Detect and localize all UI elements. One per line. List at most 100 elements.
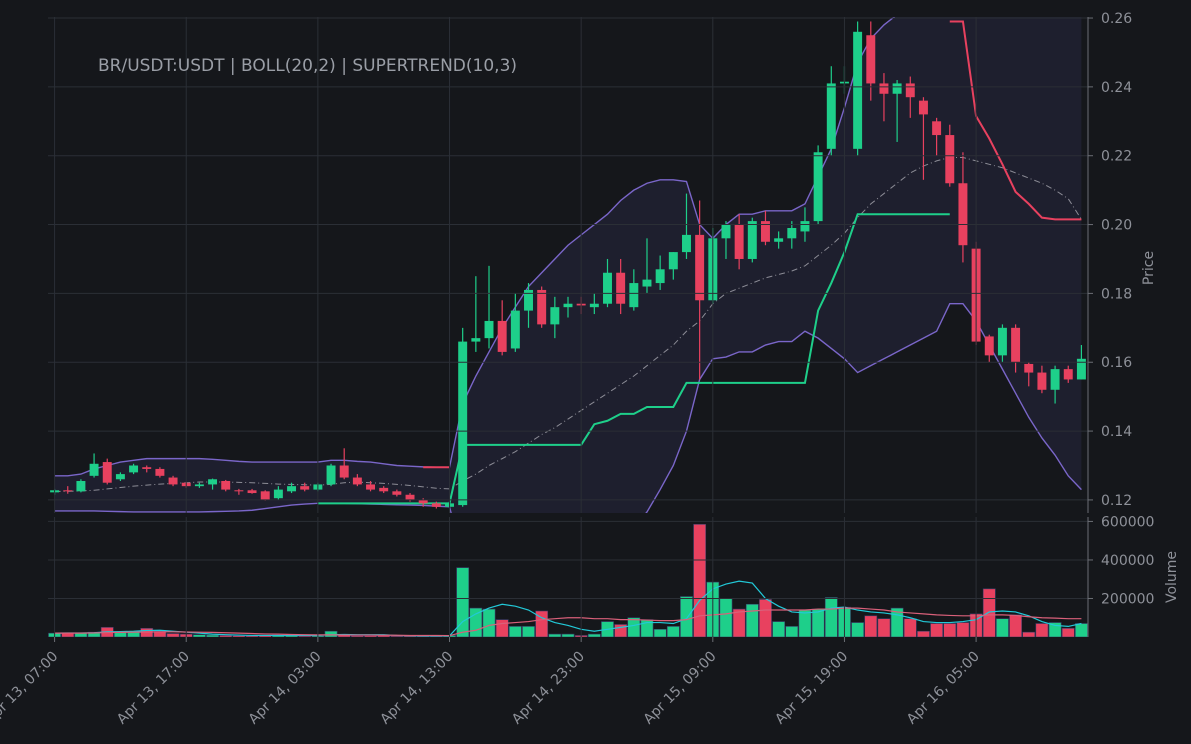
candle-body [510, 310, 520, 349]
candle-body [1037, 372, 1047, 390]
volume-bar [785, 626, 799, 637]
volume-bar [653, 628, 667, 637]
candle-body [352, 477, 362, 485]
candle-body [760, 221, 770, 242]
x-tick-label: Apr 14, 13:00 [377, 649, 456, 728]
candle-body [260, 491, 270, 500]
candle-body [155, 468, 165, 476]
candle-body [984, 336, 994, 356]
volume-bar [917, 630, 930, 637]
volume-bar [851, 622, 865, 637]
candle-body [194, 484, 204, 487]
volume-bar [943, 623, 957, 637]
candle-body [142, 467, 152, 469]
y-tick-label: 0.18 [1101, 286, 1132, 302]
candle-body [379, 487, 389, 492]
volume-bar [1022, 631, 1036, 637]
volume-bar [680, 596, 693, 637]
candle-body [1063, 369, 1073, 380]
candle-body [234, 490, 244, 492]
candle-body [787, 227, 797, 239]
candle-body [813, 152, 823, 222]
candle-body [102, 462, 112, 483]
candle-body [655, 269, 665, 284]
volume-bar [719, 598, 733, 637]
candle-body [616, 272, 626, 304]
volume-bar [1061, 628, 1075, 637]
volume-bar [811, 608, 825, 637]
candle-body [168, 477, 178, 485]
volume-bar [693, 524, 707, 637]
volume-bar [772, 621, 786, 637]
volume-bar [798, 609, 812, 637]
candle-body [695, 234, 705, 301]
volume-ma [54, 580, 1082, 637]
candle-body [471, 338, 481, 342]
candle-body [682, 234, 691, 253]
candle-body [550, 307, 560, 325]
x-tick-label: Apr 14, 23:00 [509, 649, 588, 728]
candle-body [524, 289, 533, 311]
candle-body [747, 221, 757, 259]
candle-body [366, 484, 376, 490]
candle-body [932, 121, 942, 136]
y-tick-label: 200000 [1101, 591, 1154, 607]
volume-ma [54, 607, 1082, 637]
candle-body [721, 224, 731, 239]
x-tick-label: Apr 16, 05:00 [904, 649, 983, 728]
volume-bar [206, 634, 219, 637]
y-tick-label: 0.22 [1101, 149, 1132, 165]
volume-axis-label: Volume [1164, 551, 1180, 603]
candle-body [89, 463, 99, 476]
volume-bar [982, 588, 996, 637]
candle-body [484, 320, 494, 339]
y-tick-label: 600000 [1101, 514, 1154, 530]
price-panel [50, 17, 1086, 513]
candle-body [589, 303, 599, 308]
candle-body [1076, 358, 1086, 380]
volume-bar [232, 635, 246, 637]
volume-bar [956, 622, 970, 637]
y-tick-label: 0.12 [1101, 493, 1132, 509]
candle-body [774, 238, 784, 242]
candle-body [273, 489, 283, 499]
bollinger-band [54, 17, 1082, 513]
candle-body [76, 480, 86, 492]
candle-body [418, 499, 428, 504]
candle-body [734, 224, 744, 259]
candle-body [905, 83, 915, 98]
y-tick-label: 0.24 [1101, 80, 1132, 96]
volume-bar [587, 633, 601, 637]
candle-body [1011, 327, 1021, 363]
x-tick-label: Apr 13, 17:00 [114, 649, 193, 728]
volume-bar [1035, 623, 1049, 637]
y-tick-label: 0.20 [1101, 218, 1132, 234]
candle-body [866, 35, 876, 84]
x-tick-label: Apr 15, 09:00 [641, 649, 720, 728]
candle-body [918, 100, 928, 115]
volume-bar [508, 626, 522, 637]
y-tick-label: 0.14 [1101, 424, 1132, 440]
volume-bar [1075, 623, 1088, 637]
volume-bar [745, 603, 759, 637]
candle-body [1024, 363, 1034, 373]
volume-bar [535, 610, 549, 637]
candle-body [945, 135, 955, 184]
candle-body [208, 479, 218, 485]
candle-body [129, 465, 139, 473]
candle-body [247, 490, 257, 494]
y-tick-label: 400000 [1101, 553, 1154, 569]
candle-body [431, 503, 441, 507]
volume-bar [759, 599, 772, 637]
volume-bar [666, 626, 680, 637]
chart-title: BR/USDT:USDT | BOLL(20,2) | SUPERTREND(1… [98, 56, 517, 76]
candle-body [879, 83, 889, 94]
volume-bar [140, 628, 154, 637]
volume-bar [482, 608, 496, 637]
volume-bar [298, 635, 312, 637]
x-tick-label: Apr 14, 03:00 [246, 649, 325, 728]
volume-bar [495, 619, 509, 637]
volume-bar [930, 623, 943, 637]
